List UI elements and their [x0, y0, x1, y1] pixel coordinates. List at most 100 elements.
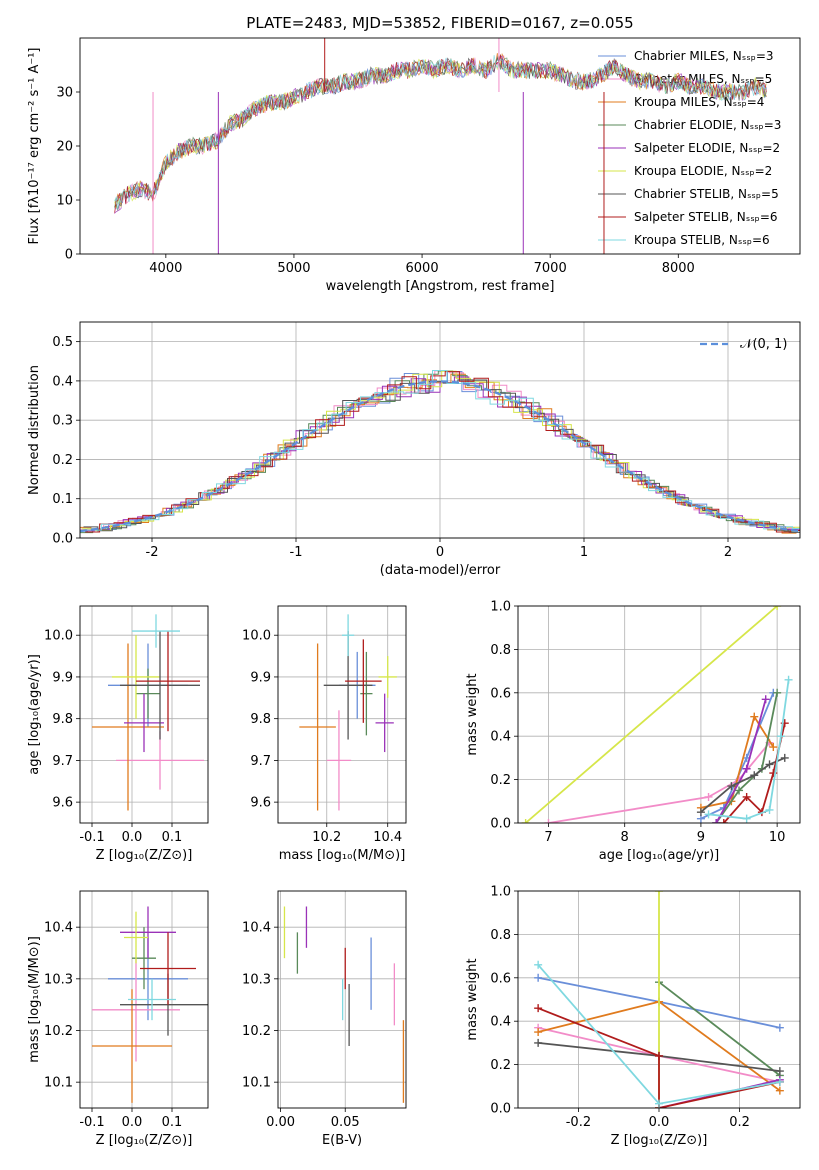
legend-entry: Salpeter STELIB, Nₛₛₚ=6: [634, 210, 778, 224]
legend-entry: Chabrier MILES, Nₛₛₚ=3: [634, 49, 774, 63]
plot-area: [283, 906, 405, 1103]
y-tick-label: 9.7: [52, 754, 73, 769]
plot-area: [92, 906, 208, 1103]
x-tick-label: -0.1: [79, 1115, 104, 1130]
weight-marker: [742, 792, 751, 801]
legend-entry: Salpeter ELODIE, Nₛₛₚ=2: [634, 141, 780, 155]
y-tick-label: 10.3: [44, 972, 73, 987]
weight-marker: [655, 891, 663, 895]
histogram-series-9: [86, 370, 800, 531]
weight-marker: [775, 1023, 784, 1032]
y-tick-label: 0.8: [490, 928, 511, 943]
weight-marker: [769, 743, 778, 752]
y-tick-label: 9.6: [52, 796, 73, 811]
y-tick-label: 10.0: [242, 629, 271, 644]
y-tick-label: 0.3: [52, 414, 73, 429]
histogram-series-3: [80, 373, 797, 534]
x-tick-label: 0: [436, 545, 444, 560]
panel-residuals: -2 -1 0 1 2 0.0 0.1 0.2 0.3 0.4 0.5 (data-model)/er…: [27, 321, 801, 578]
weight-marker: [696, 808, 705, 817]
y-tick-label: 10.2: [44, 1024, 73, 1039]
x-tick-label: 0.05: [331, 1115, 360, 1130]
y-tick-label: 20: [56, 140, 73, 155]
y-axis-label: mass weight: [465, 673, 480, 755]
weight-line-3: [700, 714, 775, 809]
x-axis-label: wavelength [Angstrom, rest frame]: [326, 279, 555, 294]
weight-marker: [780, 753, 789, 762]
legend-entry: 𝒩(0, 1): [740, 337, 787, 352]
x-tick-label: 0.0: [122, 1115, 143, 1130]
y-tick-label: 9.6: [250, 796, 271, 811]
weight-marker: [750, 771, 759, 780]
weight-marker: [775, 1086, 784, 1095]
weight-marker: [704, 792, 713, 801]
x-tick-label: -2: [146, 545, 159, 560]
y-tick-label: 10: [56, 194, 73, 209]
y-axis-label: Flux [fλ10⁻¹⁷ erg cm⁻² s⁻¹ A⁻¹]: [27, 48, 42, 245]
x-tick-label: 10.4: [373, 830, 402, 845]
legend-entry: Kroupa STELIB, Nₛₛₚ=6: [634, 233, 770, 247]
axes-frame: [277, 605, 407, 824]
x-tick-label: -0.1: [79, 830, 104, 845]
y-tick-label: 0.2: [490, 773, 511, 788]
panel-mass-vs-age: 10.2 10.4 9.6 9.7 9.8 9.9 10.0 mass [log₁₀(M/M⊙…: [242, 605, 407, 863]
weight-marker: [765, 760, 774, 769]
plot-area: [521, 606, 793, 823]
axes-frame: [79, 890, 209, 1109]
weight-marker: [727, 782, 736, 791]
x-tick-label: 7: [544, 830, 552, 845]
y-tick-label: 10.4: [242, 921, 271, 936]
legend-entry: Chabrier ELODIE, Nₛₛₚ=3: [634, 118, 781, 132]
plot-area: [299, 614, 397, 811]
x-tick-label: 8: [621, 830, 629, 845]
x-tick-label: 8000: [662, 261, 695, 276]
y-tick-label: 0.1: [52, 492, 73, 507]
x-tick-label: 0.1: [162, 830, 183, 845]
y-tick-label: 9.7: [250, 754, 271, 769]
y-tick-label: 0.6: [490, 686, 511, 701]
weight-marker: [534, 1038, 543, 1047]
x-tick-label: -0.2: [566, 1115, 591, 1130]
y-tick-label: 10.3: [242, 972, 271, 987]
x-tick-label: 2: [724, 545, 732, 560]
weight-marker: [655, 1051, 663, 1060]
weight-marker: [776, 732, 785, 741]
weight-line-6: [525, 606, 778, 823]
panel-age-vs-weight: 7 8 9 10 0.0 0.2 0.4 0.6 0.8 1.0 age [log₁₀(age/yr…: [465, 600, 801, 863]
y-tick-label: 9.9: [52, 670, 73, 685]
x-tick-label: 9: [697, 830, 705, 845]
spectrum-series-9: [114, 55, 767, 210]
weight-line-8: [537, 1007, 781, 1108]
plot-area: [92, 614, 204, 811]
panel-spectrum: 4000 5000 6000 7000 8000 0 10 20 30 wavelength [A…: [27, 37, 801, 294]
x-axis-label: Z [log₁₀(Z/Z⊙)]: [611, 1133, 708, 1148]
legend-entry: Kroupa ELODIE, Nₛₛₚ=2: [634, 164, 772, 178]
x-tick-label: 0.1: [162, 1115, 183, 1130]
y-tick-label: 9.8: [250, 712, 271, 727]
weight-marker: [712, 819, 721, 823]
plot-area: [114, 38, 767, 254]
axes-frame: [277, 890, 407, 1109]
x-axis-label: mass [log₁₀(M/M⊙)]: [279, 848, 406, 863]
y-tick-label: 0.4: [52, 374, 73, 389]
y-tick-label: 0.4: [490, 1015, 511, 1030]
weight-marker: [534, 960, 543, 969]
y-tick-label: 0.2: [490, 1058, 511, 1073]
x-tick-label: 0.0: [122, 830, 143, 845]
weight-marker: [704, 810, 713, 819]
plot-area: [534, 891, 784, 1108]
gaussian-curve: [80, 380, 800, 533]
x-axis-label: (data-model)/error: [380, 563, 501, 578]
panel-z-vs-mass: -0.1 0.0 0.1 10.1 10.2 10.3 10.4 Z [log₁₀(Z/Z⊙)…: [27, 890, 209, 1148]
axes-frame: [517, 890, 801, 1109]
panel-z-vs-age: -0.1 0.0 0.1 9.6 9.7 9.8 9.9 10.0 Z [log₁₀(Z/Z⊙)…: [27, 605, 209, 863]
x-tick-label: 5000: [277, 261, 310, 276]
weight-line-2: [548, 742, 771, 823]
weight-marker: [521, 819, 530, 823]
weight-marker: [775, 1067, 784, 1076]
y-tick-label: 1.0: [490, 600, 511, 615]
y-tick-label: 9.9: [250, 670, 271, 685]
panel-z-vs-weight: -0.2 0.0 0.2 0.0 0.2 0.4 0.6 0.8 1.0 Z [log₁₀(Z/Z…: [465, 885, 801, 1148]
weight-marker: [761, 695, 770, 704]
